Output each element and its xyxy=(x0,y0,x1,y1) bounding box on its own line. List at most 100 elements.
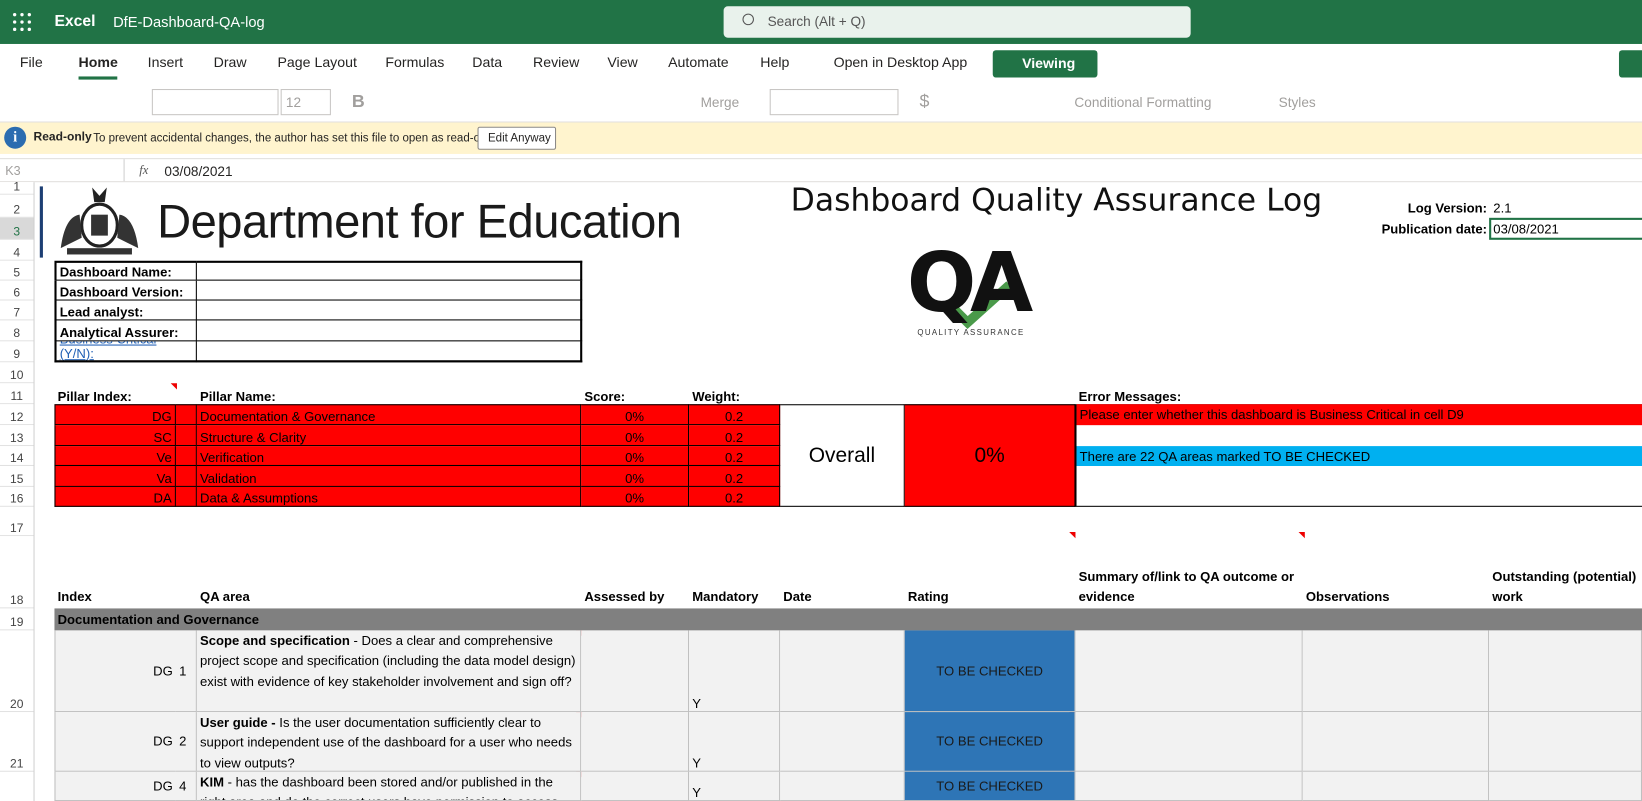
date xyxy=(780,712,905,772)
edit-anyway-label: Edit Anyway xyxy=(487,131,551,145)
pillar-score: 0% xyxy=(581,425,690,447)
row-number: 19 xyxy=(0,608,34,631)
mandatory: Y xyxy=(689,712,781,772)
menu-tab[interactable]: Open in Desktop App xyxy=(833,54,968,71)
pillar-score: 0% xyxy=(581,446,690,467)
row-number: 16 xyxy=(0,486,34,507)
qa-logo: QA xyxy=(906,236,1033,331)
item-number: 4 xyxy=(175,771,197,801)
item-text: - Does a clear and comprehensive project… xyxy=(200,633,576,689)
file-name[interactable]: DfE-Dashboard-QA-log xyxy=(113,13,265,31)
font-size-value: 12 xyxy=(285,94,302,110)
observations xyxy=(1302,771,1490,801)
qa-header: Rating xyxy=(907,589,949,605)
item-number: 2 xyxy=(175,712,197,772)
menu-tab[interactable]: Page Layout xyxy=(277,54,357,71)
pillar-score: 0% xyxy=(581,404,690,426)
notice-label: Read-only xyxy=(33,130,92,144)
menu-tab[interactable]: Automate xyxy=(668,54,729,71)
notice-text: To prevent accidental changes, the autho… xyxy=(93,131,495,145)
menu-tab[interactable]: File xyxy=(19,54,43,71)
row-number: 6 xyxy=(0,280,34,301)
formula-bar xyxy=(0,158,1642,183)
menu-tab[interactable]: Home xyxy=(78,54,118,71)
info-icon: i xyxy=(4,126,27,149)
row-number: 13 xyxy=(0,425,34,447)
styles-button[interactable]: Styles xyxy=(1278,94,1316,110)
rating: TO BE CHECKED xyxy=(904,771,1076,801)
edit-anyway-button[interactable]: Edit Anyway xyxy=(477,126,557,150)
bold-button[interactable]: B xyxy=(351,91,365,112)
qa-header: Mandatory xyxy=(692,589,759,605)
qa-header: Index xyxy=(57,589,92,605)
merge-button[interactable]: Merge xyxy=(700,94,740,110)
comment-indicator xyxy=(1069,531,1076,539)
sheet-title: Dashboard Quality Assurance Log xyxy=(790,182,1323,219)
menu-tab[interactable]: Review xyxy=(533,54,580,71)
font-size-box[interactable]: 12 xyxy=(280,89,331,116)
row-number: 20 xyxy=(0,630,34,713)
rating: TO BE CHECKED xyxy=(904,630,1076,713)
row-number: 8 xyxy=(0,320,34,342)
comment-indicator xyxy=(1298,531,1305,539)
info-input xyxy=(196,280,583,301)
name-box[interactable] xyxy=(0,159,125,182)
menu-tab[interactable]: Help xyxy=(760,54,790,71)
row-number: 18 xyxy=(0,536,34,609)
share-button[interactable] xyxy=(1618,50,1642,78)
pillar-weight: 0.2 xyxy=(689,466,781,487)
row-number: 7 xyxy=(0,300,34,321)
app-name: Excel xyxy=(54,12,96,31)
qa-logo-caption: QUALITY ASSURANCE xyxy=(917,327,1025,338)
row-number: 1 xyxy=(0,181,34,195)
row-number: 10 xyxy=(0,362,34,384)
item-description: Scope and specification - Does a clear a… xyxy=(196,630,582,713)
menu-tab[interactable]: View xyxy=(607,54,638,71)
menu-tab[interactable]: Data xyxy=(472,54,503,71)
currency-button[interactable]: $ xyxy=(919,91,930,112)
font-name-box[interactable] xyxy=(151,89,279,116)
pillar-name: Structure & Clarity xyxy=(196,425,582,447)
search-box[interactable]: Search (Alt + Q) xyxy=(723,6,1191,38)
menu-tab[interactable]: Draw xyxy=(213,54,247,71)
item-title: User guide - xyxy=(200,715,276,730)
row-number: 21 xyxy=(0,712,34,772)
summary xyxy=(1075,771,1303,801)
summary xyxy=(1075,712,1303,772)
log-version-label: Log Version: xyxy=(1407,201,1488,216)
conditional-formatting-button[interactable]: Conditional Formatting xyxy=(1074,94,1212,110)
pillar-name: Data & Assumptions xyxy=(196,486,582,507)
royal-crest xyxy=(60,187,139,255)
item-index: DG xyxy=(54,712,176,772)
publication-date-label: Publication date: xyxy=(1381,222,1488,237)
pillar-name: Validation xyxy=(196,466,582,487)
mandatory: Y xyxy=(689,771,781,801)
notice-bar xyxy=(0,122,1642,154)
assessed-by xyxy=(581,630,690,713)
info-input xyxy=(196,320,583,342)
row-number: 17 xyxy=(0,506,34,537)
number-format-box[interactable] xyxy=(769,89,899,116)
publication-date-cell[interactable]: 03/08/2021 xyxy=(1489,217,1642,240)
pillar-weight: 0.2 xyxy=(689,404,781,426)
menu-bar xyxy=(0,43,1642,82)
item-title: Scope and specification xyxy=(200,633,350,649)
section-header: Documentation and Governance xyxy=(54,608,1642,631)
item-index: DG xyxy=(54,630,176,713)
formula-value: 03/08/2021 xyxy=(164,163,233,180)
pillar-header: Weight: xyxy=(692,389,740,405)
info-label[interactable]: Business Critical (Y/N): xyxy=(54,341,197,363)
comment-indicator xyxy=(170,383,177,390)
menu-tab[interactable]: Formulas xyxy=(385,54,445,71)
app-launcher[interactable] xyxy=(12,12,32,32)
pillar-spacer xyxy=(175,446,197,467)
menu-tab[interactable]: Insert xyxy=(147,54,184,71)
row-number: 14 xyxy=(0,446,34,467)
publication-date-value: 03/08/2021 xyxy=(1493,222,1559,237)
pillar-header: Pillar Index: xyxy=(57,389,132,405)
viewing-button[interactable]: Viewing xyxy=(992,50,1098,78)
outstanding-work xyxy=(1489,630,1642,713)
qa-header: QA area xyxy=(200,589,250,605)
date xyxy=(780,771,905,801)
